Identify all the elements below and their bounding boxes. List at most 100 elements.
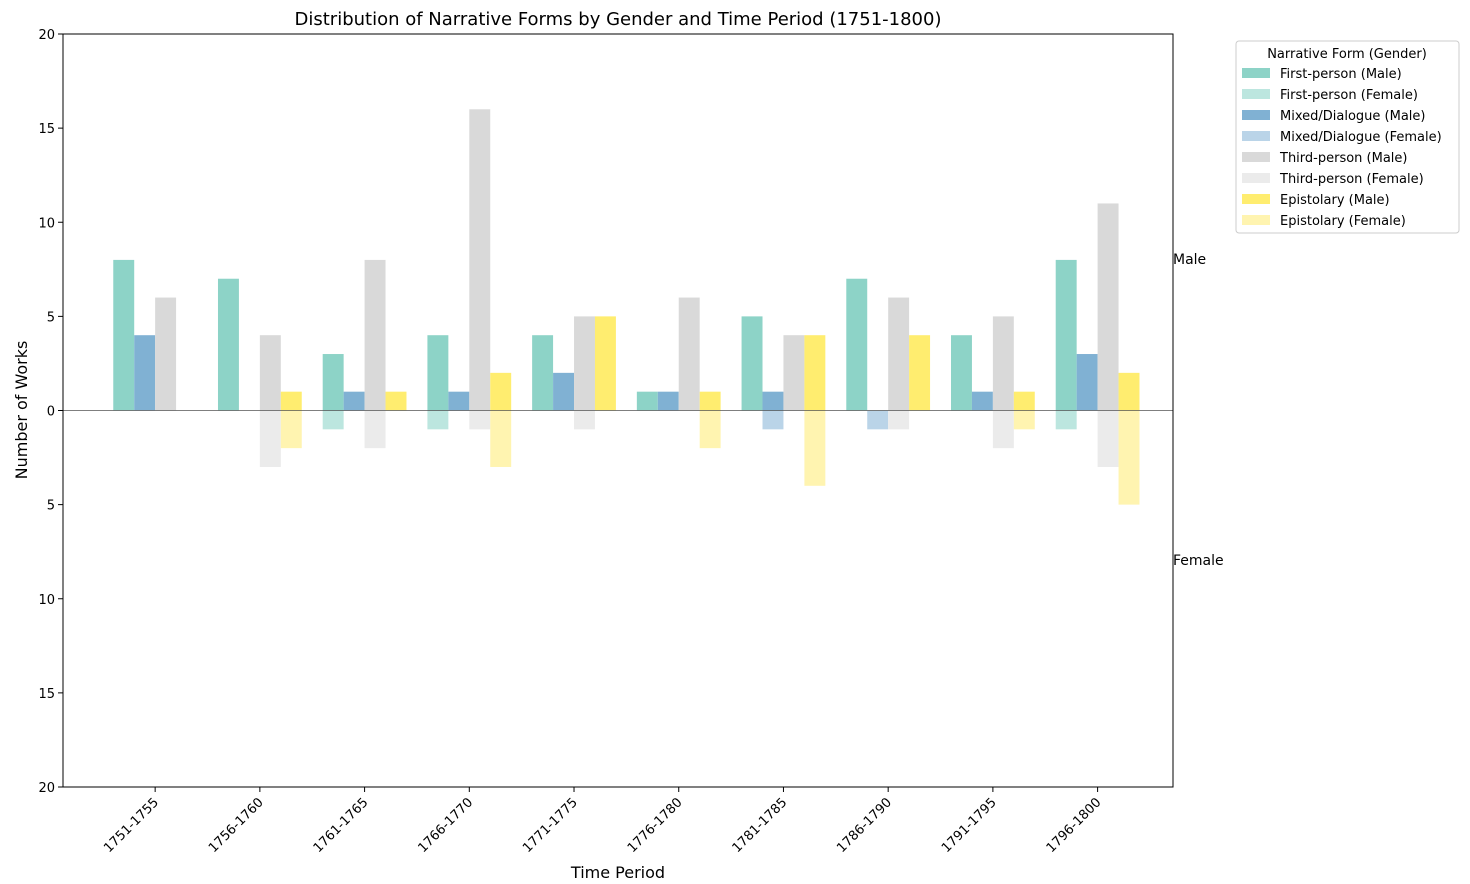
- bar-first-person-male: [322, 354, 344, 411]
- bar-third-person-male: [888, 297, 910, 411]
- y-axis-label: Number of Works: [12, 341, 31, 480]
- y-tick-label: 0: [47, 405, 55, 420]
- bar-epistolary-male: [804, 335, 826, 411]
- legend-title: Narrative Form (Gender): [1267, 47, 1427, 62]
- bar-epistolary-female: [804, 410, 826, 486]
- bar-first-person-male: [741, 316, 763, 411]
- bar-third-person-female: [888, 410, 910, 430]
- x-tick-label: 1786-1790: [834, 795, 895, 856]
- chart-title: Distribution of Narrative Forms by Gende…: [295, 9, 942, 30]
- bar-epistolary-female: [699, 410, 721, 449]
- bar-first-person-female: [1055, 410, 1077, 430]
- bar-third-person-male: [783, 335, 805, 411]
- bar-third-person-female: [364, 410, 386, 449]
- bar-epistolary-male: [385, 391, 407, 411]
- bar-first-person-female: [427, 410, 449, 430]
- x-tick-label: 1751-1755: [101, 795, 162, 856]
- bar-third-person-male: [992, 316, 1014, 411]
- bar-mixed-dialogue-male: [657, 391, 679, 411]
- bar-first-person-male: [951, 335, 972, 411]
- legend-swatch: [1242, 173, 1270, 183]
- legend-swatch: [1242, 110, 1270, 120]
- x-tick-label: 1791-1795: [939, 795, 1000, 856]
- bar-first-person-male: [113, 259, 135, 411]
- bar-third-person-male: [678, 297, 700, 411]
- legend-label: Epistolary (Female): [1280, 214, 1406, 229]
- bar-third-person-female: [574, 410, 595, 430]
- bar-first-person-male: [846, 278, 868, 411]
- bar-mixed-dialogue-male: [1076, 354, 1098, 411]
- bar-third-person-male: [469, 109, 491, 411]
- plot-frame: [62, 33, 1174, 788]
- x-tick-label: 1796-1800: [1044, 795, 1105, 856]
- plot-area: 20 15 10 5 0 5 10 15 20 1751-1755 1756-1760 1761-17…: [38, 28, 1174, 856]
- legend-swatch: [1242, 89, 1270, 99]
- side-label-female: Female: [1173, 553, 1224, 569]
- x-tick-label: 1766-1770: [415, 795, 476, 856]
- bar-first-person-male: [1055, 259, 1077, 411]
- bar-third-person-male: [364, 259, 386, 411]
- legend-label: First-person (Female): [1280, 88, 1418, 103]
- y-tick-label: 15: [38, 122, 55, 137]
- legend-swatch: [1242, 152, 1270, 162]
- y-tick-label: 20: [38, 28, 55, 43]
- x-tick-label: 1756-1760: [206, 795, 267, 856]
- bar-mixed-dialogue-male: [343, 391, 365, 411]
- bar-epistolary-male: [1013, 391, 1035, 411]
- bar-epistolary-female: [1118, 410, 1140, 505]
- bar-third-person-female: [1097, 410, 1119, 467]
- bar-epistolary-female: [1013, 410, 1035, 430]
- y-tick-label: 5: [47, 310, 55, 325]
- bar-epistolary-male: [699, 391, 721, 411]
- bar-mixed-dialogue-male: [448, 391, 470, 411]
- y-tick-label: 20: [38, 781, 55, 796]
- legend-label: Epistolary (Male): [1280, 193, 1390, 208]
- bar-mixed-dialogue-female: [762, 410, 784, 430]
- bar-mixed-dialogue-male: [762, 391, 784, 411]
- bar-mixed-dialogue-male: [971, 391, 993, 411]
- x-tick-label: 1776-1780: [625, 795, 686, 856]
- bar-epistolary-male: [280, 391, 302, 411]
- y-tick-label: 15: [38, 687, 55, 702]
- x-tick-label: 1771-1775: [520, 795, 581, 856]
- side-label-male: Male: [1173, 252, 1206, 268]
- legend-label: Third-person (Male): [1279, 151, 1407, 166]
- bar-epistolary-male: [490, 372, 512, 411]
- bar-first-person-male: [636, 391, 658, 411]
- bar-mixed-dialogue-male: [134, 335, 156, 411]
- bar-third-person-male: [155, 297, 177, 411]
- bar-mixed-dialogue-female: [867, 410, 889, 430]
- x-tick-label: 1761-1765: [311, 795, 372, 856]
- bar-epistolary-male: [909, 335, 931, 411]
- bar-epistolary-male: [594, 316, 616, 411]
- bar-third-person-female: [259, 410, 281, 467]
- bar-epistolary-female: [490, 410, 512, 467]
- legend-label: Mixed/Dialogue (Male): [1280, 109, 1425, 124]
- legend-swatch: [1242, 68, 1270, 78]
- legend-swatch: [1242, 131, 1270, 141]
- bar-third-person-male: [259, 335, 281, 411]
- bar-first-person-female: [322, 410, 344, 430]
- y-tick-label: 10: [38, 216, 55, 231]
- bar-third-person-male: [574, 316, 595, 411]
- legend-label: Third-person (Female): [1279, 172, 1424, 187]
- bar-third-person-female: [992, 410, 1014, 449]
- y-tick-label: 5: [47, 499, 55, 514]
- legend-label: Mixed/Dialogue (Female): [1280, 130, 1442, 145]
- bar-first-person-male: [532, 335, 554, 411]
- legend-swatch: [1242, 194, 1270, 204]
- bar-mixed-dialogue-male: [553, 372, 575, 411]
- x-tick-label: 1781-1785: [730, 795, 791, 856]
- y-tick-label: 10: [38, 593, 55, 608]
- bar-epistolary-male: [1118, 372, 1140, 411]
- bar-first-person-male: [217, 278, 239, 411]
- legend: Narrative Form (Gender) First-person (Ma…: [1235, 40, 1460, 234]
- x-axis-label: Time Period: [570, 863, 665, 882]
- bar-first-person-male: [427, 335, 449, 411]
- legend-swatch: [1242, 215, 1270, 225]
- bar-third-person-male: [1097, 203, 1119, 411]
- legend-label: First-person (Male): [1280, 67, 1402, 82]
- bar-epistolary-female: [280, 410, 302, 449]
- bar-third-person-female: [469, 410, 491, 430]
